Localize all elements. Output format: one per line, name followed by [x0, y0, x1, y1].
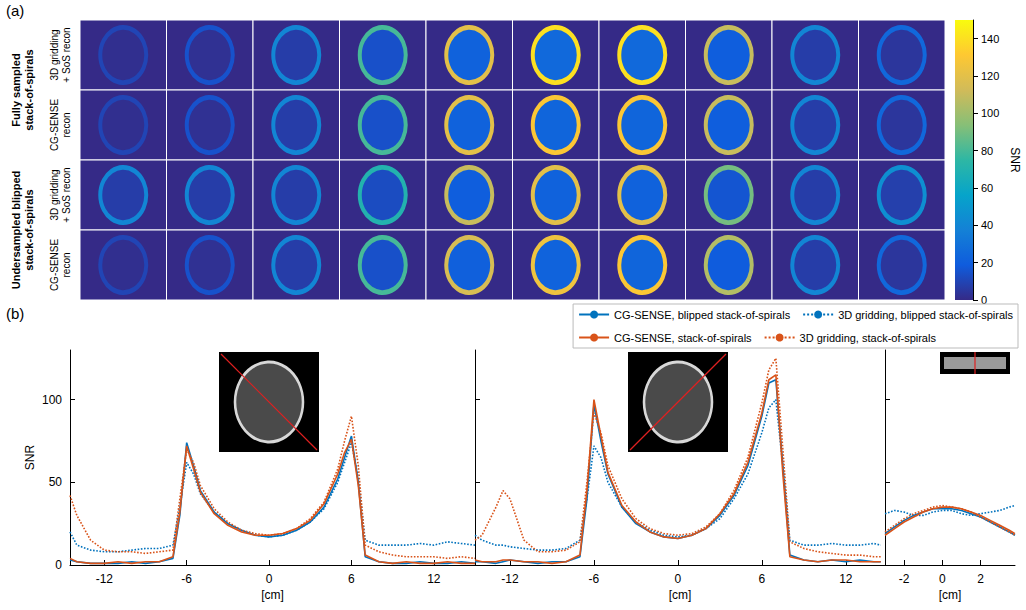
svg-text:SNR: SNR: [23, 445, 37, 471]
svg-text:Undersampled blipped: Undersampled blipped: [10, 171, 22, 290]
svg-text:CG-SENSE: CG-SENSE: [49, 99, 60, 152]
svg-text:20: 20: [981, 257, 993, 269]
svg-text:120: 120: [981, 70, 999, 82]
svg-text:-12: -12: [96, 572, 114, 586]
svg-text:12: 12: [839, 572, 853, 586]
svg-text:3D gridding: 3D gridding: [49, 29, 60, 80]
svg-text:80: 80: [981, 145, 993, 157]
svg-text:40: 40: [981, 219, 993, 231]
svg-text:stack-of-spirals: stack-of-spirals: [23, 49, 35, 130]
svg-text:recon: recon: [61, 112, 72, 137]
svg-text:SNR: SNR: [1008, 147, 1022, 173]
svg-text:0: 0: [266, 572, 273, 586]
svg-text:-12: -12: [501, 572, 519, 586]
svg-text:2: 2: [977, 572, 984, 586]
svg-text:3D gridding, stack-of-spirals: 3D gridding, stack-of-spirals: [800, 332, 937, 344]
svg-text:3D gridding: 3D gridding: [49, 169, 60, 220]
svg-text:0: 0: [939, 572, 946, 586]
svg-text:100: 100: [42, 393, 62, 407]
svg-text:(a): (a): [6, 2, 24, 19]
svg-text:0: 0: [55, 558, 62, 572]
svg-text:CG-SENSE: CG-SENSE: [49, 239, 60, 292]
svg-text:100: 100: [981, 107, 999, 119]
svg-text:-6: -6: [589, 572, 600, 586]
svg-text:Fully sampled: Fully sampled: [10, 53, 22, 126]
svg-text:6: 6: [348, 572, 355, 586]
svg-text:(b): (b): [6, 305, 24, 322]
svg-text:6: 6: [759, 572, 766, 586]
svg-text:stack-of-spirals: stack-of-spirals: [23, 189, 35, 270]
svg-text:[cm]: [cm]: [261, 588, 284, 602]
svg-text:-6: -6: [181, 572, 192, 586]
svg-text:CG-SENSE, blipped stack-of-spi: CG-SENSE, blipped stack-of-spirals: [614, 309, 791, 321]
svg-text:+ SoS recon: + SoS recon: [61, 27, 72, 82]
svg-text:[cm]: [cm]: [939, 588, 962, 602]
svg-text:-2: -2: [899, 572, 910, 586]
svg-text:0: 0: [675, 572, 682, 586]
svg-text:0: 0: [981, 294, 988, 306]
svg-text:50: 50: [49, 475, 63, 489]
svg-text:[cm]: [cm]: [669, 588, 692, 602]
svg-text:+ SoS recon: + SoS recon: [61, 167, 72, 222]
svg-text:12: 12: [427, 572, 441, 586]
svg-text:60: 60: [981, 182, 993, 194]
svg-text:CG-SENSE, stack-of-spirals: CG-SENSE, stack-of-spirals: [614, 332, 752, 344]
svg-text:recon: recon: [61, 252, 72, 277]
svg-text:140: 140: [981, 33, 999, 45]
svg-text:3D gridding, blipped stack-of-: 3D gridding, blipped stack-of-spirals: [838, 309, 1013, 321]
